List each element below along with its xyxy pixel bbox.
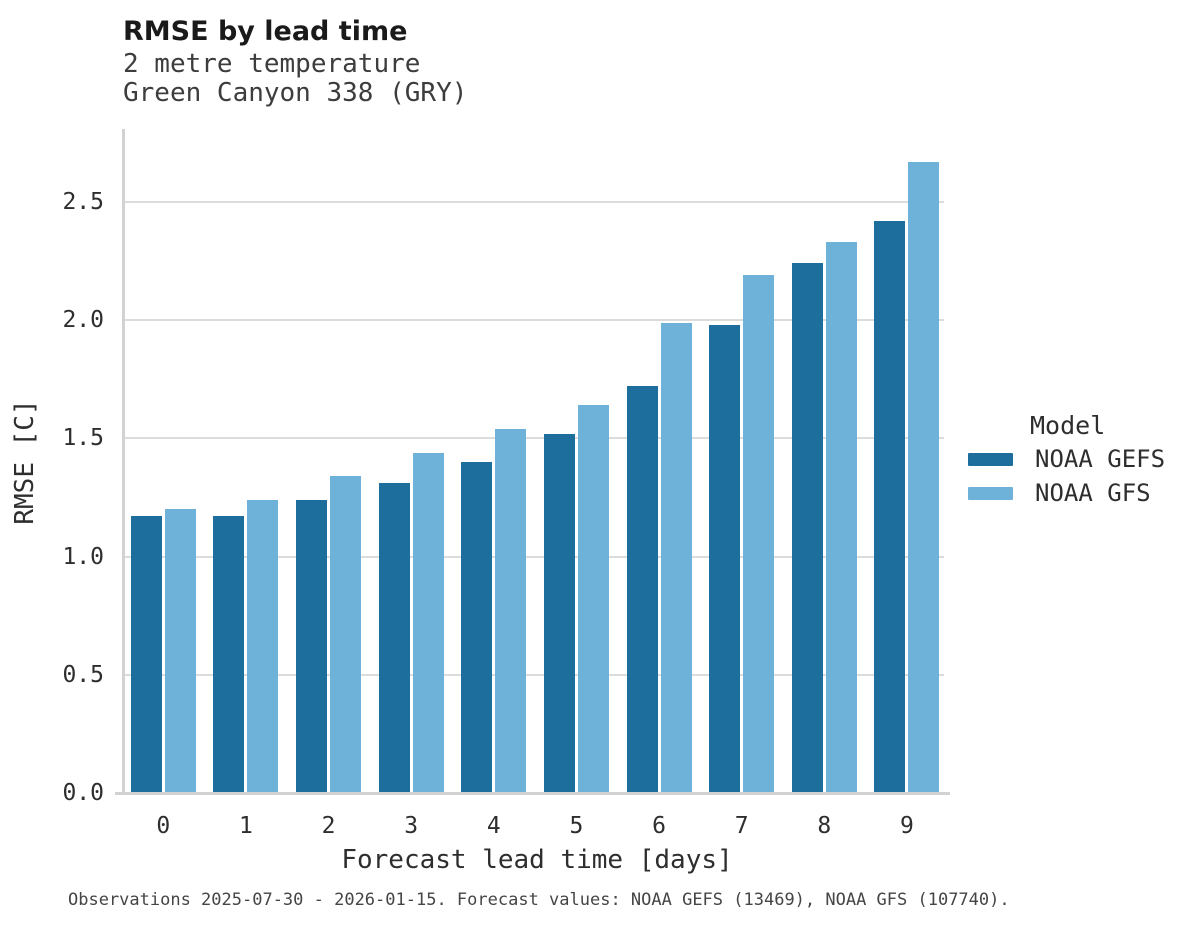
x-tick-label: 2	[321, 813, 336, 839]
y-tick-label: 0.5	[62, 661, 104, 688]
y-gridline	[125, 673, 944, 676]
bar-noaa-gefs-lead-4	[461, 462, 493, 793]
x-tick-label: 1	[238, 813, 253, 839]
x-tick-label: 6	[652, 813, 666, 839]
legend: Model NOAA GEFS NOAA GFS	[968, 410, 1183, 510]
bar-noaa-gfs-lead-0	[164, 509, 196, 793]
bar-noaa-gfs-lead-1	[247, 499, 279, 793]
bar-noaa-gefs-lead-6	[626, 386, 658, 793]
bar-noaa-gfs-lead-9	[908, 161, 940, 793]
bar-noaa-gefs-lead-7	[709, 324, 741, 793]
chart-subtitle-station: Green Canyon 338 (GRY)	[123, 78, 468, 108]
y-axis-line	[122, 129, 125, 793]
bar-noaa-gefs-lead-5	[543, 433, 575, 793]
y-tick-label: 2.0	[62, 307, 104, 334]
x-tick-label: 9	[899, 813, 914, 839]
bar-noaa-gfs-lead-5	[577, 405, 609, 793]
x-tick-label: 7	[734, 813, 749, 839]
legend-entries: NOAA GEFS NOAA GFS	[968, 442, 1183, 510]
legend-title: Model	[1030, 411, 1106, 440]
y-tick-label: 1.0	[62, 543, 104, 570]
x-tick-label: 3	[404, 813, 419, 839]
chart-subtitle-variable: 2 metre temperature	[123, 49, 421, 79]
x-tick-label: 5	[569, 813, 584, 839]
legend-swatch-noaa-gefs	[968, 452, 1013, 466]
x-axis-line	[115, 791, 950, 795]
bar-noaa-gefs-lead-8	[791, 263, 823, 793]
y-gridline	[125, 437, 944, 440]
y-tick-label: 1.5	[62, 425, 104, 452]
x-tick-label: 0	[156, 813, 171, 839]
bar-noaa-gfs-lead-6	[660, 322, 692, 793]
bar-noaa-gfs-lead-2	[330, 476, 362, 793]
bar-noaa-gfs-lead-8	[825, 242, 857, 793]
legend-item-noaa-gefs: NOAA GEFS	[968, 442, 1183, 476]
bar-noaa-gefs-lead-9	[874, 220, 906, 793]
y-gridline	[125, 201, 944, 203]
bar-noaa-gfs-lead-7	[743, 275, 775, 793]
x-tick-label: 4	[486, 813, 501, 839]
y-tick-label: 2.5	[62, 189, 104, 215]
legend-label-noaa-gfs: NOAA GFS	[1035, 479, 1151, 507]
y-gridline	[125, 319, 944, 322]
bar-noaa-gefs-lead-3	[378, 483, 410, 793]
footer-caption: Observations 2025-07-30 - 2026-01-15. Fo…	[68, 890, 1010, 910]
bar-noaa-gefs-lead-1	[213, 516, 245, 793]
y-gridline	[125, 555, 944, 558]
bar-noaa-gfs-lead-3	[412, 452, 444, 793]
legend-item-noaa-gfs: NOAA GFS	[968, 476, 1183, 510]
bar-noaa-gefs-lead-2	[296, 499, 328, 793]
bar-noaa-gfs-lead-4	[495, 428, 527, 793]
y-tick-label: 0.0	[62, 780, 104, 806]
x-tick-label: 8	[817, 813, 832, 839]
chart-title: RMSE by lead time	[123, 16, 408, 47]
x-axis-title: Forecast lead time [days]	[341, 845, 733, 875]
bar-noaa-gefs-lead-0	[130, 516, 162, 793]
legend-swatch-noaa-gfs	[968, 486, 1013, 500]
legend-label-noaa-gefs: NOAA GEFS	[1035, 445, 1166, 473]
